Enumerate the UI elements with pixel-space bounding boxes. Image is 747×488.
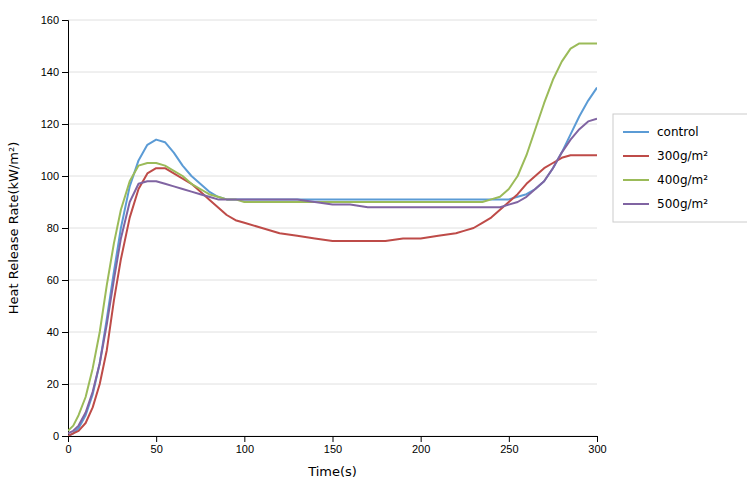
tick: 300 (588, 436, 606, 455)
grid-line (68, 228, 597, 229)
tick-label: 100 (236, 443, 254, 455)
tick: 60 (47, 274, 68, 286)
tick-mark (509, 436, 510, 442)
legend-label: 500g/m² (657, 197, 708, 211)
legend-item: 500g/m² (623, 197, 708, 211)
tick-mark (62, 436, 68, 437)
x-axis-line (69, 437, 598, 443)
legend-swatch (623, 203, 649, 205)
series-group (68, 43, 597, 436)
tick-label: 40 (47, 326, 59, 338)
tick-label: 300 (588, 443, 606, 455)
y-axis-title: Heat Release Rate(kW/m²) (6, 142, 21, 315)
tick-label: 150 (324, 443, 342, 455)
tick-mark (62, 124, 68, 125)
legend-label: 400g/m² (657, 173, 708, 187)
tick-mark (62, 332, 68, 333)
series-line (68, 119, 597, 434)
legend-box (613, 114, 747, 222)
tick-mark (62, 384, 68, 385)
tick: 50 (151, 436, 163, 455)
legend-item: 300g/m² (623, 149, 708, 163)
grid-line (68, 72, 597, 73)
series-line (68, 43, 597, 430)
tick-label: 120 (41, 118, 59, 130)
tick-mark (244, 436, 245, 442)
tick-label: 250 (500, 443, 518, 455)
x-axis-title: Time(s) (307, 464, 357, 479)
legend: control 300g/m² 400g/m² 500g/m² (613, 114, 747, 222)
grid-line (68, 20, 597, 21)
tick: 100 (41, 170, 68, 182)
tick: 40 (47, 326, 68, 338)
tick-label: 200 (412, 443, 430, 455)
y-axis: 0 20 40 60 80 100 120 140 160 (41, 14, 69, 442)
series-line (68, 88, 597, 436)
tick: 150 (324, 436, 342, 455)
tick-mark (62, 72, 68, 73)
grid-line (68, 384, 597, 385)
tick-mark (333, 436, 334, 442)
y-axis-line (62, 21, 69, 437)
tick-mark (597, 436, 598, 442)
legend-label: 300g/m² (657, 149, 708, 163)
tick-label: 140 (41, 66, 59, 78)
legend-swatch (623, 131, 649, 133)
tick-label: 0 (53, 430, 59, 442)
grid-line (68, 332, 597, 333)
tick-mark (62, 280, 68, 281)
grid (68, 20, 597, 436)
tick-mark (421, 436, 422, 442)
tick-label: 80 (47, 222, 59, 234)
legend-swatch (623, 155, 649, 157)
tick: 100 (236, 436, 254, 455)
tick-label: 160 (41, 14, 59, 26)
plot: 0 50 100 150 200 250 300 0 20 40 60 80 100 120 140 160 (41, 14, 607, 455)
grid-line (68, 280, 597, 281)
tick-mark (156, 436, 157, 442)
legend-swatch (623, 179, 649, 181)
tick: 140 (41, 66, 68, 78)
chart: 0 50 100 150 200 250 300 0 20 40 60 80 100 120 140 160 T… (0, 0, 747, 488)
tick-mark (62, 20, 68, 21)
legend-item: control (623, 125, 699, 139)
tick-label: 50 (151, 443, 163, 455)
tick: 80 (47, 222, 68, 234)
tick-label: 20 (47, 378, 59, 390)
tick: 250 (500, 436, 518, 455)
tick: 20 (47, 378, 68, 390)
x-axis: 0 50 100 150 200 250 300 (65, 436, 606, 455)
series-line (68, 155, 597, 436)
tick: 160 (41, 14, 68, 26)
tick-label: 0 (65, 443, 71, 455)
tick-label: 60 (47, 274, 59, 286)
tick-mark (62, 228, 68, 229)
grid-line (68, 124, 597, 125)
legend-label: control (657, 125, 699, 139)
legend-item: 400g/m² (623, 173, 708, 187)
tick: 120 (41, 118, 68, 130)
tick: 0 (53, 430, 68, 442)
tick-label: 100 (41, 170, 59, 182)
tick-mark (62, 176, 68, 177)
tick: 0 (65, 436, 71, 455)
tick: 200 (412, 436, 430, 455)
